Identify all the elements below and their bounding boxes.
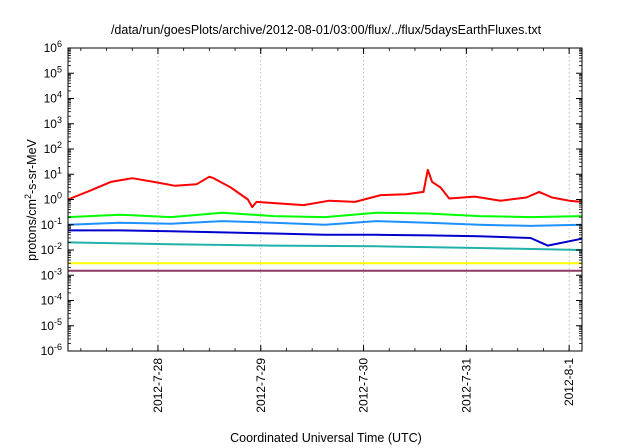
y-tick-label-exponent: -2 [54,241,62,251]
y-tick-label-exponent: 0 [57,191,62,201]
series-line-4 [68,229,583,247]
y-tick-label-base: 10 [44,193,58,207]
y-axis-label-sup: 2 [23,194,33,199]
y-tick-label-base: 10 [44,41,58,55]
y-tick-label-exponent: 5 [57,64,62,74]
y-tick-label: 10-3 [41,266,62,282]
y-tick-label-base: 10 [44,117,58,131]
y-tick-label: 102 [44,140,62,156]
y-tick-label-exponent: 2 [57,140,62,150]
y-tick-label: 10-6 [41,342,62,358]
series-line-1 [67,168,583,209]
y-tick-label-exponent: -3 [54,266,62,276]
y-tick-label-exponent: -6 [54,342,62,352]
y-tick-label-exponent: -4 [54,292,62,302]
y-tick-label: 10-5 [41,317,62,333]
y-tick-label-base: 10 [41,319,55,333]
y-tick-label-exponent: 1 [57,165,62,175]
y-tick-label: 100 [44,191,62,207]
y-tick-label: 106 [44,39,62,55]
y-tick-label-base: 10 [44,92,58,106]
y-tick-label-exponent: 3 [57,115,62,125]
y-tick-label-base: 10 [41,268,55,282]
y-tick-label-base: 10 [41,344,55,358]
x-tick-label: 2012-7-29 [254,358,268,413]
series-group [67,168,583,272]
y-tick-label-base: 10 [41,294,55,308]
y-tick-label: 103 [44,115,62,131]
y-axis-label-rest: -s-sr-MeV [25,138,39,194]
y-tick-label: 10-4 [41,292,62,308]
y-tick-label-base: 10 [44,66,58,80]
x-tick-label: 2012-7-31 [459,358,473,413]
y-tick-label-base: 10 [44,167,58,181]
y-tick-label-exponent: 4 [57,90,62,100]
grid [157,48,570,351]
chart-title: /data/run/goesPlots/archive/2012-08-01/0… [111,23,542,37]
y-tick-label-exponent: -5 [54,317,62,327]
series-line-5 [67,241,583,251]
series-line-3 [67,220,583,227]
y-tick-label: 10-2 [41,241,62,257]
y-tick-label-base: 10 [44,142,58,156]
y-tick-label: 10-1 [41,216,62,232]
y-tick-label-exponent: 6 [57,39,62,49]
y-axis-label: protons/cm2-s-sr-MeV [23,138,39,260]
y-tick-label: 105 [44,64,62,80]
ticks: 10-610-510-410-310-210-11001011021031041… [41,39,582,413]
y-tick-label-exponent: -1 [54,216,62,226]
x-tick-label: 2012-7-28 [151,358,165,413]
y-tick-label: 101 [44,165,62,181]
y-tick-label-base: 10 [41,218,55,232]
y-axis-label-base: protons/cm [25,199,39,261]
x-tick-label: 2012-7-30 [357,358,371,413]
y-tick-label: 104 [44,90,62,106]
y-tick-label-base: 10 [41,243,55,257]
series-line-2 [67,211,583,219]
x-axis-label: Coordinated Universal Time (UTC) [230,431,422,445]
x-tick-label: 2012-8-1 [562,358,576,406]
